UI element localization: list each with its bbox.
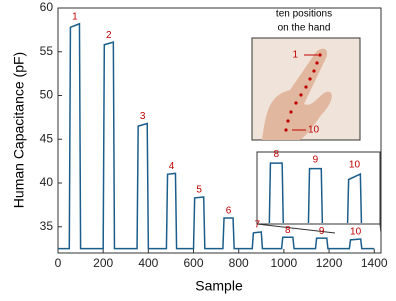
zoom-peak-label: 9 bbox=[313, 154, 319, 165]
x-axis-label: Sample bbox=[195, 278, 243, 294]
peak-label: 1 bbox=[72, 11, 78, 22]
y-axis-label: Human Capacitance (pF) bbox=[11, 52, 27, 208]
peak-label: 8 bbox=[285, 225, 291, 236]
y-tick-label: 40 bbox=[40, 175, 54, 189]
x-tick-label: 800 bbox=[229, 256, 249, 270]
peak-label: 5 bbox=[196, 185, 202, 196]
y-tick-label: 45 bbox=[40, 131, 54, 145]
x-tick-label: 1200 bbox=[316, 256, 343, 270]
y-tick-label: 35 bbox=[40, 219, 54, 233]
x-tick-label: 200 bbox=[93, 256, 113, 270]
peak-label: 7 bbox=[255, 220, 261, 231]
peak-label: 6 bbox=[226, 206, 232, 217]
x-tick-label: 1400 bbox=[361, 256, 388, 270]
x-tick-label: 400 bbox=[138, 256, 158, 270]
x-tick-label: 0 bbox=[55, 256, 62, 270]
peak-label: 10 bbox=[350, 227, 362, 238]
y-tick-label: 50 bbox=[40, 88, 54, 102]
hand-label: 10 bbox=[308, 125, 320, 136]
x-tick-label: 600 bbox=[184, 256, 204, 270]
peak-label: 9 bbox=[319, 226, 325, 237]
peak-label: 4 bbox=[169, 161, 175, 172]
chart: Sample Human Capacitance (pF) ten positi… bbox=[0, 0, 396, 301]
y-tick-label: 55 bbox=[40, 44, 54, 58]
hand-inset: ten positions on the hand 1 10 bbox=[252, 9, 360, 140]
zoom-peak-label: 10 bbox=[349, 160, 361, 171]
y-tick-label: 60 bbox=[40, 0, 54, 14]
hand-label: 1 bbox=[292, 50, 298, 61]
peak-label: 2 bbox=[106, 30, 112, 41]
inset-title: ten positions bbox=[276, 9, 332, 20]
zoom-peak-label: 8 bbox=[274, 149, 280, 160]
inset-title: on the hand bbox=[278, 23, 331, 34]
x-tick-label: 1000 bbox=[271, 256, 298, 270]
peak-label: 3 bbox=[140, 111, 146, 122]
